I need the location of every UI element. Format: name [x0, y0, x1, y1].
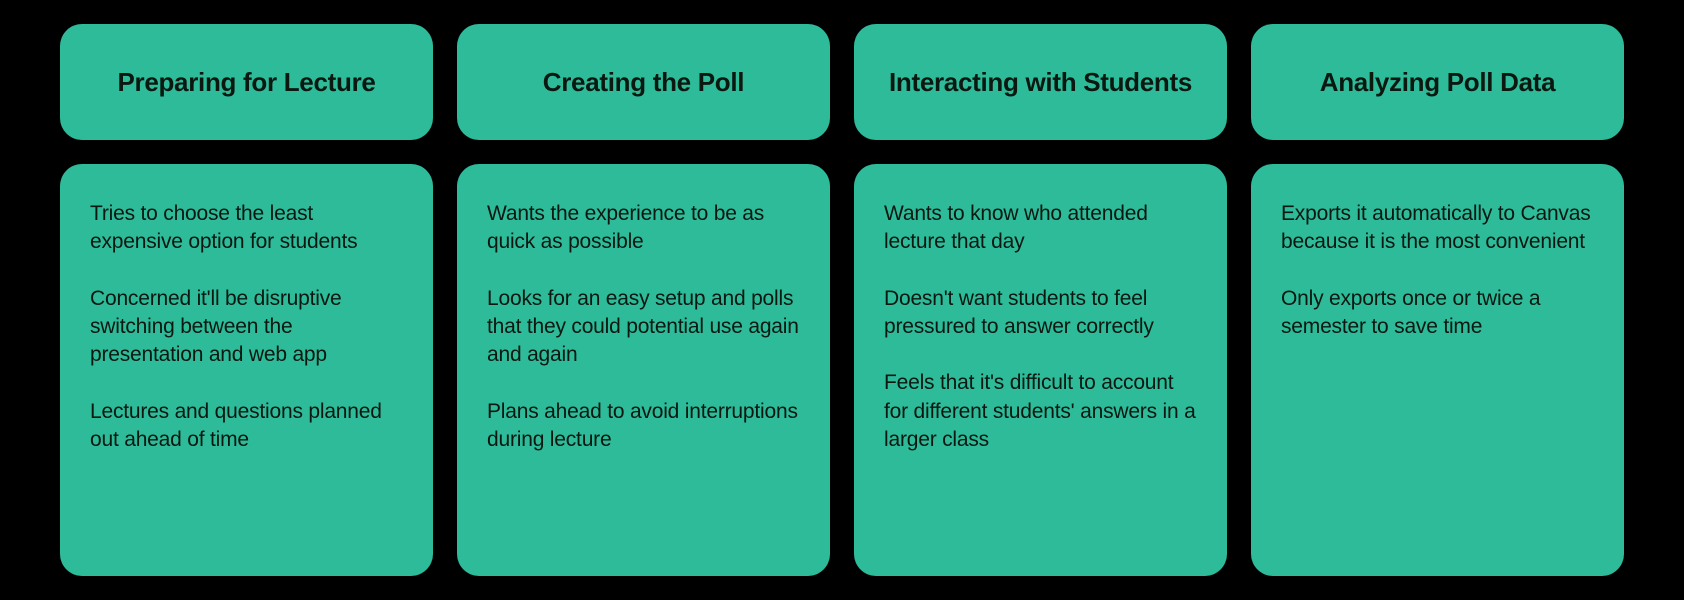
column-body: Wants to know who attended lecture that … — [854, 164, 1227, 576]
column-body: Exports it automatically to Canvas becau… — [1251, 164, 1624, 576]
body-item: Feels that it's difficult to account for… — [884, 369, 1197, 454]
body-item: Wants the experience to be as quick as p… — [487, 200, 800, 257]
column-title: Preparing for Lecture — [117, 67, 375, 98]
body-item: Only exports once or twice a semester to… — [1281, 285, 1594, 342]
body-item: Tries to choose the least expensive opti… — [90, 200, 403, 257]
journey-column: Analyzing Poll Data Exports it automatic… — [1251, 24, 1624, 576]
body-item: Wants to know who attended lecture that … — [884, 200, 1197, 257]
column-title: Analyzing Poll Data — [1320, 67, 1556, 98]
column-title: Interacting with Students — [889, 67, 1192, 98]
column-title: Creating the Poll — [543, 67, 744, 98]
body-item: Lectures and questions planned out ahead… — [90, 398, 403, 455]
body-item: Plans ahead to avoid interruptions durin… — [487, 398, 800, 455]
column-body: Tries to choose the least expensive opti… — [60, 164, 433, 576]
column-header: Preparing for Lecture — [60, 24, 433, 140]
journey-column: Preparing for Lecture Tries to choose th… — [60, 24, 433, 576]
body-item: Concerned it'll be disruptive switching … — [90, 285, 403, 370]
body-item: Exports it automatically to Canvas becau… — [1281, 200, 1594, 257]
column-header: Analyzing Poll Data — [1251, 24, 1624, 140]
column-header: Interacting with Students — [854, 24, 1227, 140]
journey-grid: Preparing for Lecture Tries to choose th… — [60, 24, 1624, 576]
body-item: Looks for an easy setup and polls that t… — [487, 285, 800, 370]
journey-column: Interacting with Students Wants to know … — [854, 24, 1227, 576]
column-header: Creating the Poll — [457, 24, 830, 140]
body-item: Doesn't want students to feel pressured … — [884, 285, 1197, 342]
column-body: Wants the experience to be as quick as p… — [457, 164, 830, 576]
journey-column: Creating the Poll Wants the experience t… — [457, 24, 830, 576]
